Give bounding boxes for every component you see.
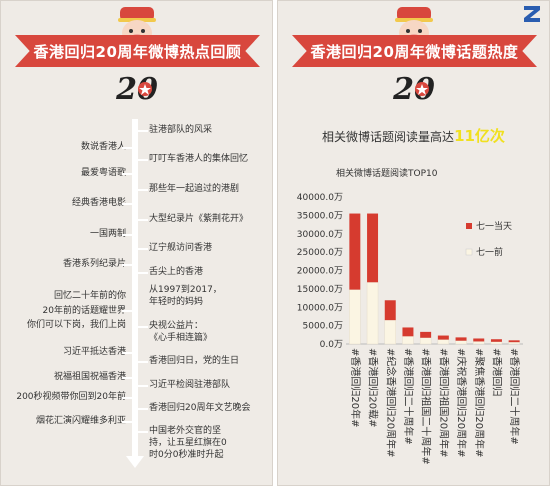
right-panel: 香港回归20周年微博话题热度 20 相关微博话题阅读量高达11亿次 相关微博话题…: [277, 0, 550, 486]
headline-value: 11亿次: [454, 127, 505, 145]
bar-segment: [419, 337, 432, 345]
y-tick-label: 5000.0万: [303, 322, 344, 332]
timeline-right-item: 大型纪录片《紫荆花开》: [149, 214, 249, 224]
bar-segment: [367, 213, 379, 283]
right-title-banner: 香港回归20周年微博话题热度: [292, 35, 537, 67]
timeline-right-item: 从1997到2017，: [149, 285, 222, 295]
timeline-right-item: 持，让五星红旗在0: [149, 438, 227, 448]
y-tick-label: 0.0万: [320, 340, 343, 350]
timeline-right-item: 时0分0秒准时升起: [149, 450, 224, 460]
y-tick-label: 30000.0万: [297, 230, 343, 240]
x-tick-label: #香港回归二十周年#: [508, 348, 521, 445]
timeline-left-item: 最爱粤语歌: [80, 168, 126, 178]
bar-segment: [473, 338, 485, 342]
timeline-right-item: 香港回归20周年文艺晚会: [149, 403, 251, 413]
bar-segment: [420, 331, 432, 338]
x-tick-label: #聚焦香港回归20周年#: [473, 348, 486, 457]
timeline-right-item: 香港回归日，党的生日: [149, 356, 240, 366]
timeline-left-item: 回忆二十年前的你: [53, 291, 126, 301]
bar-segment: [455, 337, 467, 341]
timeline-left-item: 你们可以下岗，我们上岗: [26, 320, 126, 330]
bar-segment: [473, 341, 485, 345]
x-tick-label: #香港回归20载#: [367, 348, 380, 427]
timeline-right-item: 那些年一起追过的港剧: [149, 184, 240, 194]
chart-title: 相关微博话题阅读TOP10: [336, 169, 438, 179]
right-title: 香港回归20周年微博话题热度: [310, 42, 519, 61]
timeline-right-item: 中国老外交官的坚: [149, 426, 222, 436]
bar-segment: [402, 327, 414, 337]
timeline-right-item: 年轻时的妈妈: [149, 297, 204, 307]
bar-segment: [437, 335, 449, 340]
bar-segment: [437, 339, 450, 345]
timeline-right-item: 叮叮车香港人的集体回忆: [149, 154, 249, 164]
bar-segment: [508, 341, 520, 345]
headline-prefix: 相关微博话题阅读量高达: [322, 130, 455, 144]
timeline-right-item: 习近平检阅驻港部队: [149, 380, 231, 390]
timeline-left-item: 香港系列纪录片: [62, 259, 126, 269]
legend-swatch: [465, 248, 473, 256]
anniversary-20-logo: 20: [392, 72, 435, 105]
bar-segment: [366, 282, 379, 345]
x-tick-label: #庆祝香港回归20周年#: [455, 348, 468, 457]
timeline-left-item: 习近平抵达香港: [62, 347, 126, 357]
y-tick-label: 35000.0万: [297, 211, 343, 221]
x-tick-label: #香港回归20年#: [349, 348, 362, 427]
timeline-left-item: 数说香港人: [80, 142, 126, 152]
timeline-arrow: [126, 456, 144, 468]
bar-chart: 0.0万 5000.0万 10000.0万 15000.0万 20000.0万 25000…: [297, 193, 523, 465]
timeline-left-item: 经典香港电影: [71, 198, 126, 208]
y-tick-label: 10000.0万: [297, 303, 343, 313]
bar-segment: [402, 336, 414, 345]
y-tick-label: 20000.0万: [297, 267, 343, 277]
bar-segment: [384, 319, 396, 345]
timeline-left-item: 20年前的话题耀世界: [42, 306, 126, 316]
bar-segment: [349, 213, 361, 290]
bar-segment: [349, 289, 361, 345]
timeline-right-item: 舌尖上的香港: [149, 267, 204, 277]
x-tick-label: #香港回归祖国二十周年#: [420, 348, 433, 465]
timeline-right-item: 驻港部队的风采: [149, 125, 213, 135]
x-tick-label: #纪念香港回归20周年#: [384, 348, 397, 457]
left-title-banner: 香港回归20周年微博热点回顾: [15, 35, 260, 67]
bar-segment: [490, 341, 503, 345]
timeline-right-item: 央视公益片：: [149, 321, 204, 331]
bar-segment: [455, 340, 467, 345]
legend-swatch: [466, 223, 472, 229]
timeline-axis: [132, 119, 138, 457]
y-tick-label: 15000.0万: [297, 285, 343, 295]
timeline-left-item: 200秒视频带你回到20年前: [16, 392, 126, 402]
x-tick-label: #香港回归: [490, 348, 503, 396]
x-tick-label: #香港回归祖国20周年#: [437, 348, 450, 457]
timeline-left-item: 祝福祖国祝福香港: [53, 372, 126, 382]
x-tick-label: #香港回归二十周年#: [402, 348, 415, 445]
y-tick-label: 40000.0万: [297, 193, 343, 203]
left-panel: 香港回归20周年微博热点回顾 20 数说香港人 最爱粤语歌 经典香港电影 一国两…: [0, 0, 273, 486]
timeline-left-item: 烟花汇演闪耀维多利亚: [35, 416, 126, 426]
brand-logo-icon: [524, 6, 540, 22]
legend-label: 七一前: [476, 246, 503, 258]
y-tick-label: 25000.0万: [297, 248, 343, 258]
left-title: 香港回归20周年微博热点回顾: [33, 42, 242, 61]
legend-label: 七一当天: [476, 220, 512, 232]
timeline-right-item: 辽宁舰访问香港: [149, 243, 213, 253]
anniversary-20-logo: 20: [115, 72, 158, 105]
timeline-right-item: 《心手相连篇》: [149, 333, 213, 343]
timeline-left-item: 一国两制: [89, 229, 126, 239]
bar-segment: [384, 300, 396, 321]
headline: 相关微博话题阅读量高达11亿次: [278, 125, 549, 146]
bar-segment: [490, 339, 502, 342]
bar-segment: [508, 340, 520, 343]
